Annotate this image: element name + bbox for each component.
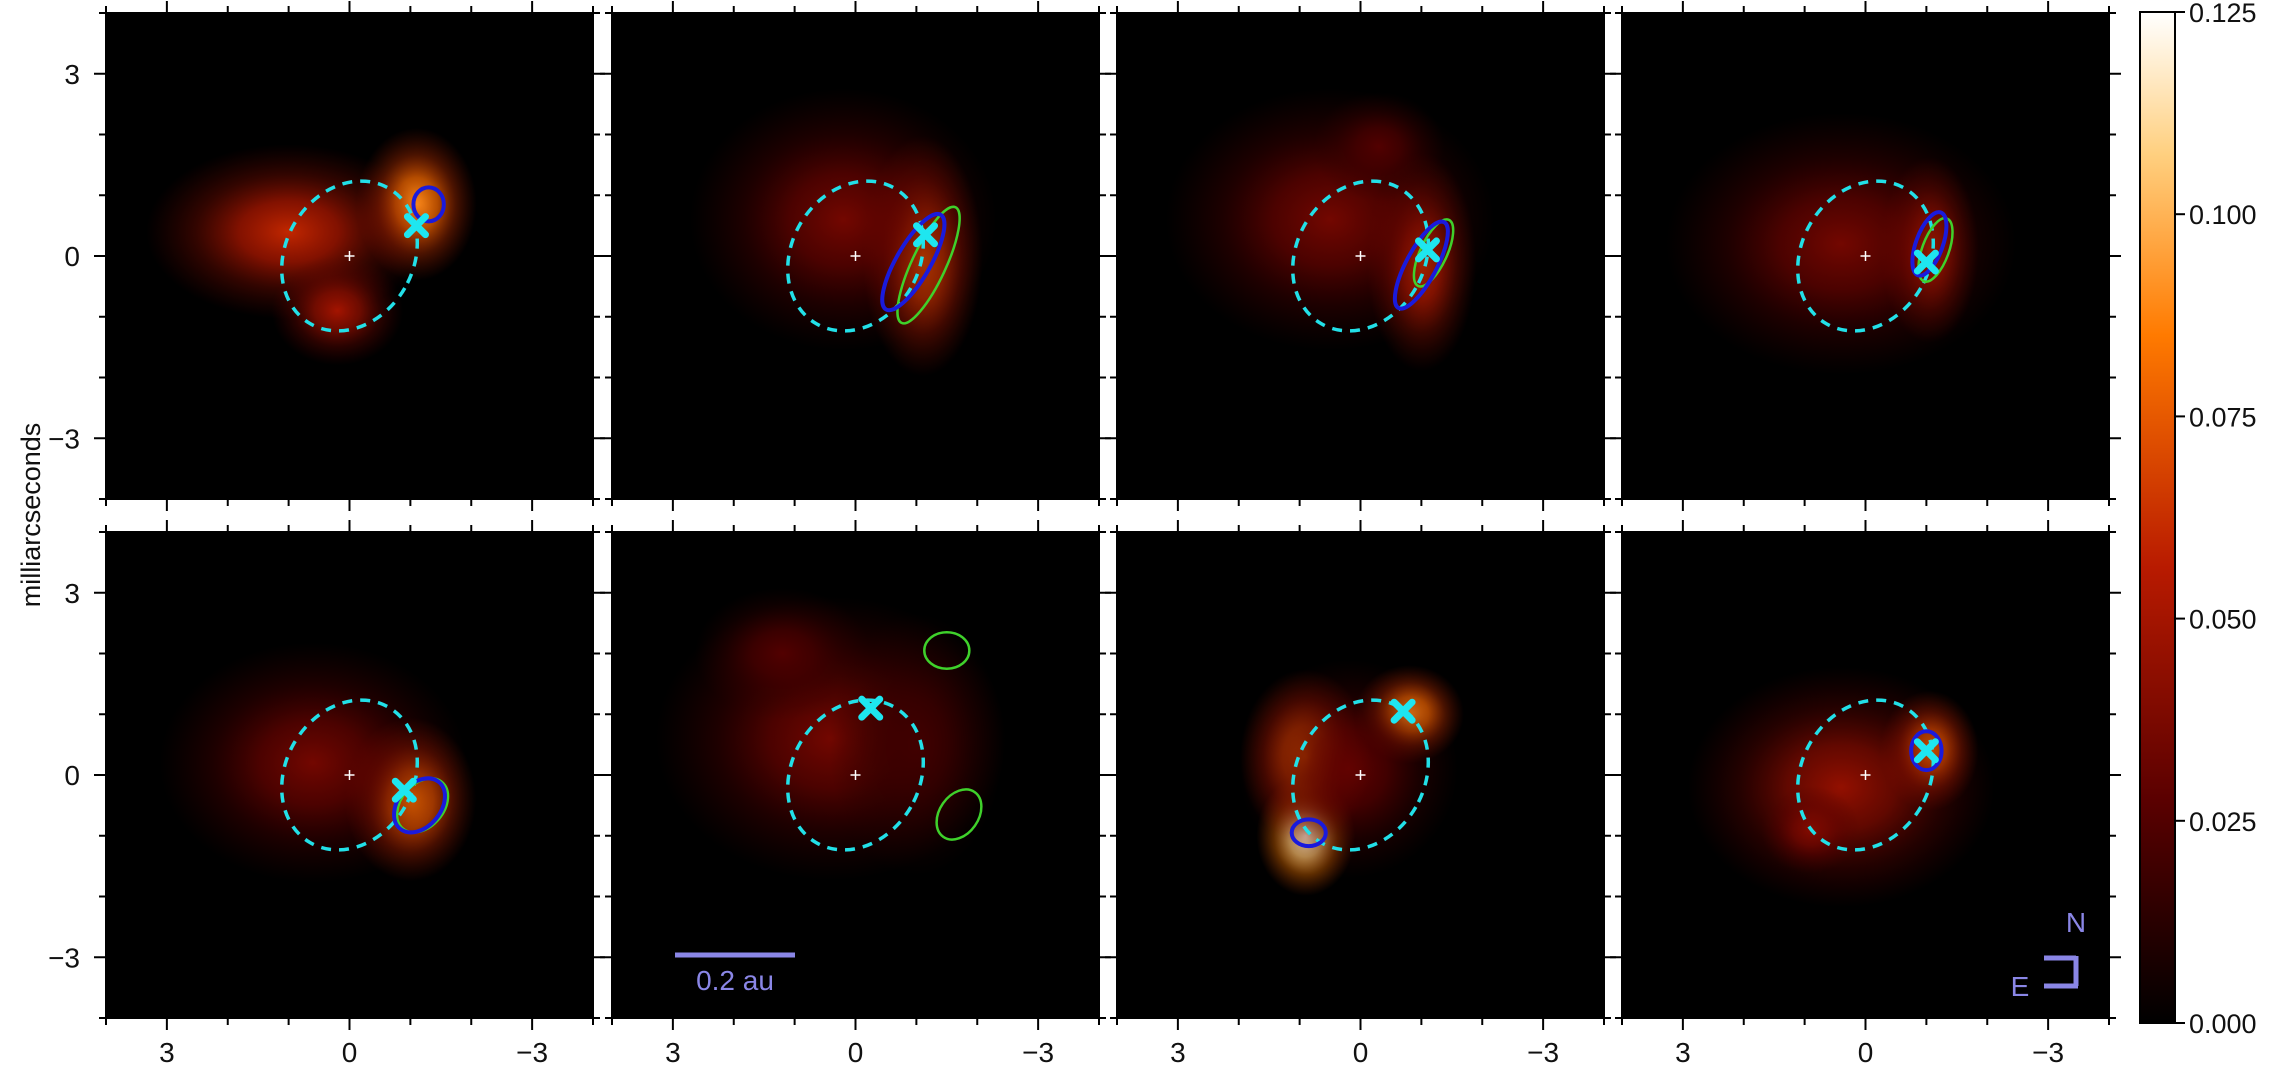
- colorbar-frame: [2139, 11, 2176, 1024]
- overlay-layer: 0.000 0.025 0.050 0.075 0.100 0.125: [2139, 0, 2257, 1039]
- colorbar-tick-label: 0.100: [2189, 200, 2257, 230]
- green-ellipse: [896, 205, 961, 325]
- marker-x: [1913, 249, 1939, 275]
- colorbar-tick-label: 0.075: [2189, 402, 2257, 432]
- compass-north-label: N: [2066, 907, 2086, 938]
- orbit-ellipse: [785, 698, 926, 852]
- orbit-ellipse: [785, 179, 926, 333]
- emission-blob: [159, 642, 467, 884]
- blue-ellipse: [411, 185, 446, 224]
- panel-overlays: [279, 698, 450, 852]
- intensity-map: [1165, 88, 1495, 372]
- colorbar-tick-label: 0.050: [2189, 605, 2257, 635]
- intensity-map: [1687, 666, 1995, 908]
- blue-ellipse: [880, 211, 947, 313]
- colorbar-tick-label: 0.025: [2189, 807, 2257, 837]
- y-tick-label: −3: [48, 942, 80, 973]
- emission-blob: [694, 587, 871, 720]
- marker-x: [1913, 738, 1939, 764]
- panel-overlays: [785, 630, 983, 852]
- x-tick-label: 0: [342, 1037, 358, 1067]
- intensity-map: [1665, 112, 2017, 376]
- y-axis-label: milliarcseconds: [16, 423, 46, 608]
- scalebar-label: 0.2 au: [696, 965, 774, 996]
- marker-x: [1414, 237, 1440, 263]
- green-ellipse: [935, 788, 983, 841]
- colorbar: 0.000 0.025 0.050 0.075 0.100 0.125: [2139, 0, 2257, 1039]
- marker-x: [1390, 698, 1416, 724]
- x-tick-label: −3: [516, 1037, 548, 1067]
- compass-east-label: E: [2011, 971, 2030, 1002]
- x-tick-label: −3: [1527, 1037, 1559, 1067]
- panel-overlays: [1289, 698, 1431, 852]
- panel-overlays: [785, 179, 961, 333]
- colorbar-gradient: [2140, 12, 2175, 1023]
- marker-x: [403, 213, 429, 239]
- emission-blob: [1238, 659, 1458, 879]
- panel-5: 3 0 −3 3 0 −3: [48, 520, 605, 1067]
- y-tick-label: 0: [64, 760, 80, 791]
- x-tick-label: 3: [665, 1037, 681, 1067]
- orbit-ellipse: [279, 179, 420, 333]
- colorbar-tick-label: 0.125: [2189, 0, 2257, 28]
- orbit-ellipse: [1795, 698, 1936, 852]
- x-tick-label: −3: [2032, 1037, 2064, 1067]
- colorbar-tick-label: 0.000: [2189, 1009, 2257, 1039]
- x-tick-label: 3: [159, 1037, 175, 1067]
- y-tick-label: 0: [64, 241, 80, 272]
- x-tick-label: 0: [1353, 1037, 1369, 1067]
- panel-4: [1610, 1, 2121, 511]
- green-ellipse: [923, 630, 971, 670]
- intensity-map: [146, 127, 477, 366]
- x-tick-label: 3: [1170, 1037, 1186, 1067]
- panel-3: [1105, 1, 1616, 511]
- marker-x: [391, 777, 417, 803]
- panels-layer: 3 0 −3 3 0 −3 3 0 −3 3 0 −3 0.2 au 3 0 −3 3 0 −3 N E: [48, 1, 2121, 1067]
- blue-ellipse: [1910, 210, 1949, 278]
- panel-8: 3 0 −3 N E: [1610, 520, 2121, 1067]
- emission-blob: [689, 88, 997, 351]
- compass-east-arm: [2044, 955, 2079, 961]
- x-tick-label: 3: [1675, 1037, 1691, 1067]
- emission-blob: [1687, 666, 1995, 908]
- blue-ellipse: [1392, 219, 1450, 311]
- x-tick-label: 0: [1858, 1037, 1874, 1067]
- x-tick-label: −3: [1022, 1037, 1054, 1067]
- y-tick-label: 3: [64, 59, 80, 90]
- blue-ellipse: [1909, 729, 1944, 773]
- y-tick-label: 3: [64, 578, 80, 609]
- marker-x: [858, 695, 884, 721]
- emission-blob: [271, 255, 404, 366]
- blue-ellipse: [1289, 817, 1328, 849]
- emission-blob: [1665, 112, 2017, 376]
- marker-x: [913, 222, 939, 248]
- x-tick-label: 0: [848, 1037, 864, 1067]
- y-tick-label: −3: [48, 423, 80, 454]
- panel-7: 3 0 −3: [1105, 520, 1616, 1067]
- emission-blob: [1313, 91, 1445, 202]
- intensity-map: [655, 587, 1007, 881]
- panel-overlays: [1795, 698, 1944, 852]
- panel-2: [600, 1, 1111, 511]
- panel-6: 3 0 −3 0.2 au: [600, 520, 1111, 1067]
- panel-1: 3 0 −3: [48, 1, 605, 511]
- panel-overlays: [279, 179, 446, 333]
- emission-blob: [828, 613, 1005, 876]
- orbit-ellipse: [279, 698, 420, 852]
